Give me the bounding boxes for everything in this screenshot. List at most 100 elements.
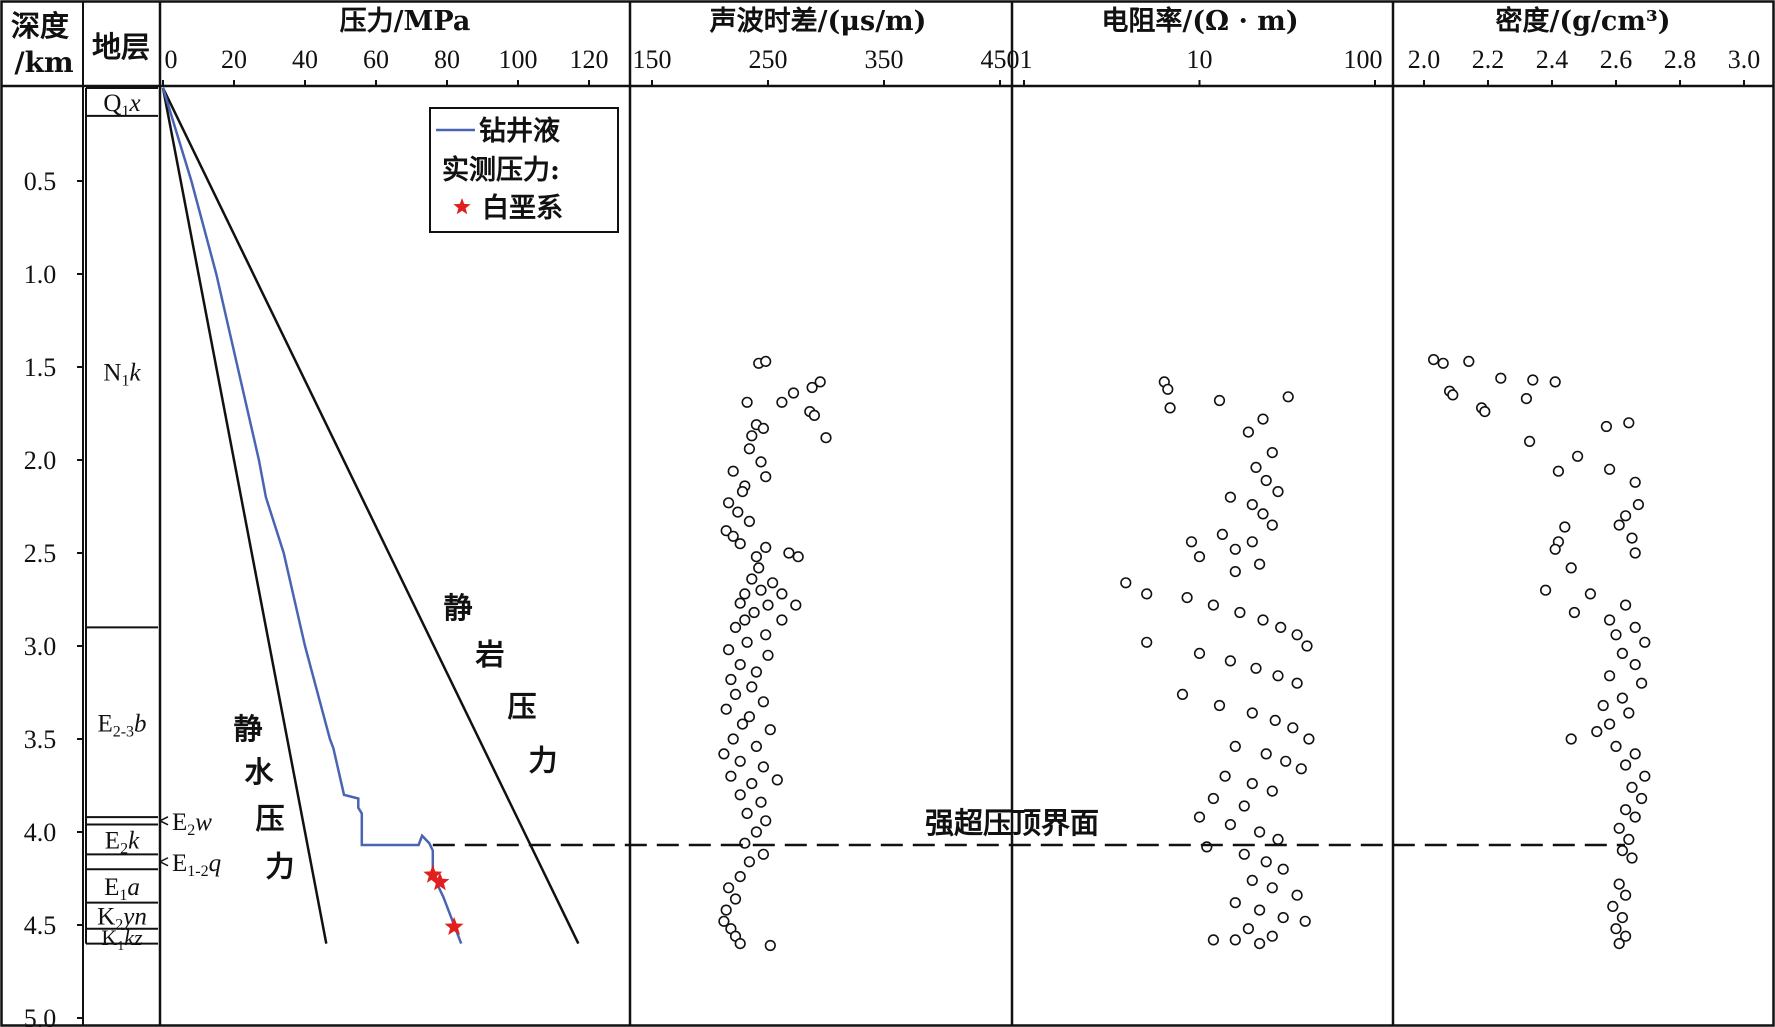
depth-tick-label: 3.0	[24, 632, 57, 661]
strata-label: K2yn	[97, 904, 147, 934]
data-point	[1623, 417, 1635, 429]
data-point	[1635, 677, 1648, 689]
data-point	[1619, 930, 1632, 942]
data-point	[1242, 923, 1254, 935]
data-point	[1282, 391, 1294, 403]
data-point	[1539, 584, 1552, 596]
sonic-tick-label: 350	[865, 45, 904, 74]
data-point	[1607, 900, 1619, 913]
depth-tick-label: 4.5	[24, 911, 57, 940]
data-point	[1479, 406, 1491, 418]
data-point	[1613, 822, 1625, 834]
data-point	[762, 649, 774, 661]
strata-label: N1k	[103, 360, 141, 390]
data-point	[820, 432, 832, 444]
data-point	[1238, 800, 1250, 812]
strata-label: E2w	[172, 809, 212, 839]
data-point	[1616, 911, 1628, 924]
resistivity-tick-labels: 1 10 100	[1020, 45, 1383, 86]
data-point	[743, 856, 756, 868]
depth-tick-label: 4.0	[24, 818, 57, 847]
data-point	[720, 525, 732, 537]
data-point	[743, 443, 756, 455]
sonic-tick-labels: 150 250 350 450	[633, 45, 1020, 86]
legend: 钻井液 实测压力: 白垩系	[429, 107, 619, 233]
depth-tick-labels: 0.5 1.0 1.5 2.0 2.5 3.0 3.5 4.0 4.5 5.0	[24, 167, 83, 1027]
data-point	[757, 422, 770, 435]
data-point	[1246, 536, 1258, 548]
data-point	[1603, 463, 1616, 475]
data-point	[1463, 355, 1475, 368]
data-point	[732, 506, 744, 518]
data-point	[1229, 897, 1241, 909]
pressure-tick-label: 40	[292, 45, 318, 74]
data-point	[757, 848, 770, 860]
data-point	[1269, 714, 1281, 727]
data-point	[1229, 543, 1241, 555]
data-point	[1299, 915, 1311, 927]
data-point	[1291, 629, 1303, 641]
data-point	[746, 573, 758, 585]
data-point	[720, 904, 732, 916]
strata-label: Q1x	[103, 90, 140, 120]
depth-axis-label-line1: 深度	[11, 9, 69, 43]
data-point	[1571, 450, 1584, 462]
hydrostatic-label-char: 水	[244, 755, 274, 789]
data-point	[1193, 811, 1206, 823]
data-point	[783, 547, 795, 559]
data-point	[1246, 777, 1258, 790]
data-point	[790, 599, 802, 611]
pressure-tick-label: 20	[221, 45, 247, 74]
strata-label: E1a	[104, 874, 140, 904]
measured-pressure-star	[430, 872, 450, 891]
data-point	[1597, 699, 1609, 712]
data-point	[741, 636, 753, 648]
data-point	[1257, 614, 1269, 626]
data-point	[1213, 394, 1226, 407]
data-point	[1626, 852, 1638, 864]
data-point	[1629, 621, 1641, 634]
data-point	[1224, 655, 1236, 667]
pressure-tick-label: 100	[499, 45, 538, 74]
measured-pressure-star	[444, 916, 464, 935]
strata-label: K1kz	[101, 925, 143, 954]
hydrostatic-pressure-line	[161, 87, 328, 944]
data-point	[1141, 636, 1153, 648]
data-point	[760, 355, 772, 368]
data-point	[1185, 536, 1198, 548]
data-point	[1301, 640, 1313, 652]
data-point	[1272, 486, 1284, 498]
data-point	[771, 774, 783, 786]
data-point	[1591, 725, 1603, 738]
data-point	[746, 430, 758, 442]
data-point	[722, 882, 735, 894]
resistivity-tick-label: 10	[1187, 45, 1213, 74]
density-tick-label: 2.2	[1472, 45, 1505, 74]
resistivity-track-title: 电阻率/(Ω · m)	[1101, 5, 1298, 37]
depth-tick-label: 5.0	[24, 1004, 57, 1027]
data-point	[1619, 510, 1632, 522]
data-point	[1266, 930, 1278, 942]
strata-label-sub: 2	[187, 822, 195, 839]
data-point	[1242, 426, 1254, 438]
data-point	[776, 614, 788, 626]
data-point	[1266, 882, 1278, 894]
legend-box	[429, 107, 619, 233]
data-point	[1207, 599, 1219, 611]
resistivity-tick-label: 100	[1344, 45, 1383, 74]
data-point	[755, 796, 767, 808]
data-point	[1584, 588, 1596, 600]
data-point	[1260, 748, 1272, 760]
data-point	[734, 870, 746, 883]
data-point	[760, 541, 772, 554]
data-point	[1619, 759, 1632, 771]
pressure-tick-label: 80	[434, 45, 460, 74]
data-point	[1619, 889, 1632, 901]
data-point	[1427, 354, 1440, 366]
density-tick-label: 2.8	[1664, 45, 1697, 74]
data-point	[1234, 606, 1246, 619]
pressure-tick-label: 120	[570, 45, 609, 74]
strata-callout-tick	[159, 820, 169, 826]
